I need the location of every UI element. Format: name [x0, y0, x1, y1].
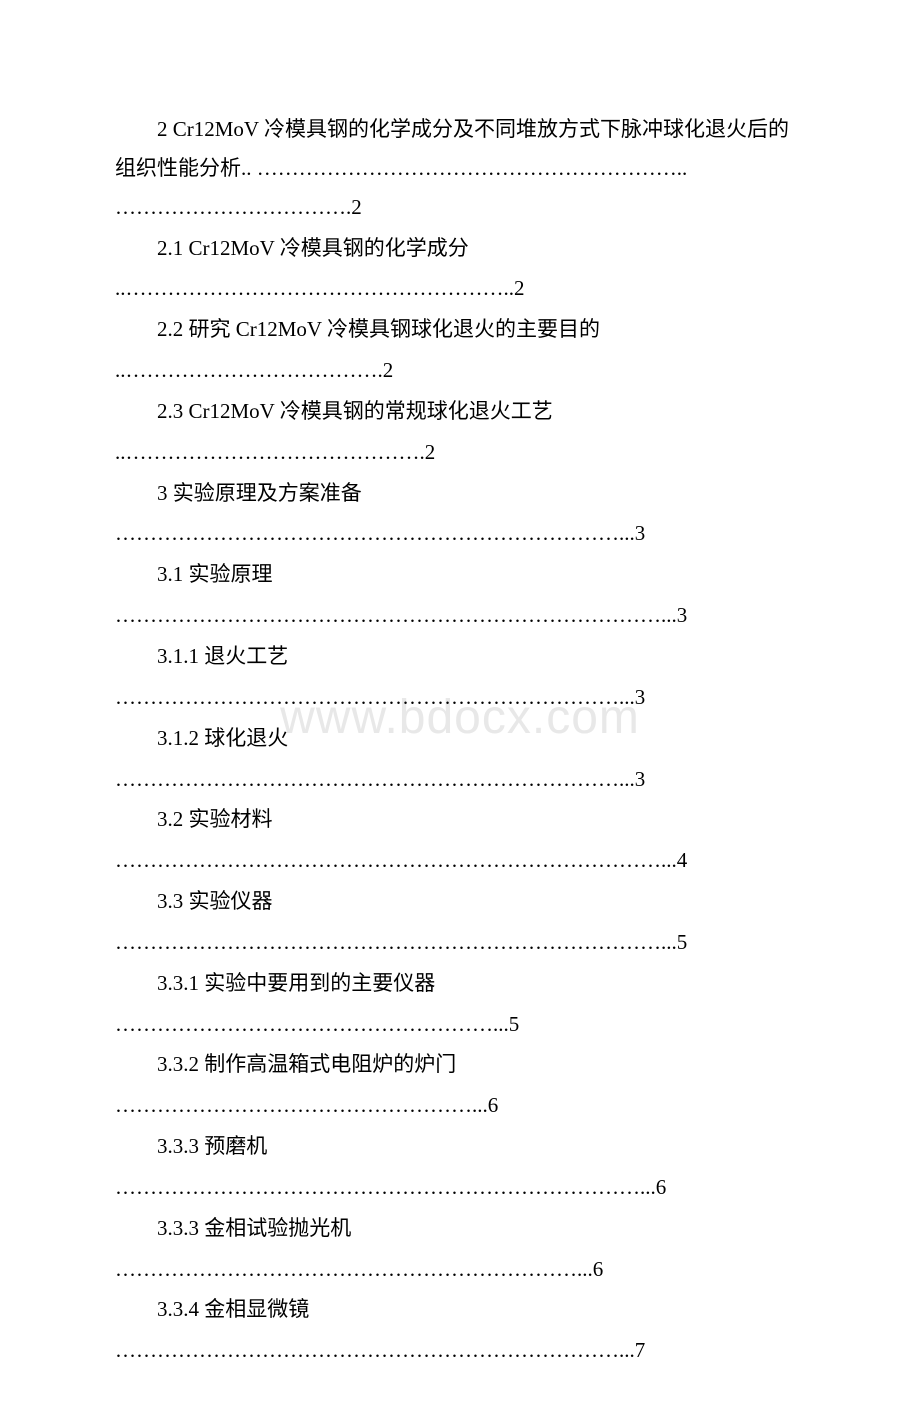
toc-entry-3-3-3a-dots: …………………………………………………………………...6 [115, 1168, 805, 1207]
toc-entry-2-2-dots: ..……………………………….2 [115, 351, 805, 390]
toc-entry-3-3-4-dots: ………………………………………………………………...7 [115, 1331, 805, 1370]
toc-entry-3-3-3b-dots: …………………………………………………………...6 [115, 1250, 805, 1289]
toc-entry-3-1: 3.1 实验原理 [115, 555, 805, 594]
toc-entry-3-3-2: 3.3.2 制作高温箱式电阻炉的炉门 [115, 1045, 805, 1084]
toc-entry-3-3: 3.3 实验仪器 [115, 882, 805, 921]
toc-entry-3-3-2-dots: ……………………………………………...6 [115, 1086, 805, 1125]
toc-entry-3-3-3b: 3.3.3 金相试验抛光机 [115, 1209, 805, 1248]
toc-entry-2-3: 2.3 Cr12MoV 冷模具钢的常规球化退火工艺 [115, 392, 805, 431]
toc-entry-2-3-dots: ..…………………………………….2 [115, 433, 805, 472]
toc-entry-2: 2 Cr12MoV 冷模具钢的化学成分及不同堆放方式下脉冲球化退火后的组织性能分… [115, 110, 805, 227]
toc-entry-3-1-1: 3.1.1 退火工艺 [115, 637, 805, 676]
page-content: 2 Cr12MoV 冷模具钢的化学成分及不同堆放方式下脉冲球化退火后的组织性能分… [0, 0, 920, 1422]
toc-entry-3-3-1: 3.3.1 实验中要用到的主要仪器 [115, 964, 805, 1003]
toc-entry-3-3-dots: ……………………………………………………………………...5 [115, 923, 805, 962]
toc-entry-3-1-2: 3.1.2 球化退火 [115, 719, 805, 758]
toc-entry-3: 3 实验原理及方案准备 [115, 474, 805, 513]
toc-entry-2-1-dots: ..………………………………………………..2 [115, 269, 805, 308]
toc-entry-3-1-1-dots: ………………………………………………………………...3 [115, 678, 805, 717]
toc-entry-3-3-1-dots: ………………………………………………...5 [115, 1005, 805, 1044]
toc-entry-2-2: 2.2 研究 Cr12MoV 冷模具钢球化退火的主要目的 [115, 310, 805, 349]
toc-entry-3-3-4: 3.3.4 金相显微镜 [115, 1290, 805, 1329]
toc-entry-3-1-2-dots: ………………………………………………………………...3 [115, 760, 805, 799]
toc-entry-3-2-dots: ……………………………………………………………………...4 [115, 841, 805, 880]
toc-entry-3-dots: ………………………………………………………………...3 [115, 514, 805, 553]
toc-entry-3-3-3a: 3.3.3 预磨机 [115, 1127, 805, 1166]
toc-entry-3-2: 3.2 实验材料 [115, 800, 805, 839]
toc-entry-2-1: 2.1 Cr12MoV 冷模具钢的化学成分 [115, 229, 805, 268]
toc-entry-3-1-dots: ……………………………………………………………………...3 [115, 596, 805, 635]
